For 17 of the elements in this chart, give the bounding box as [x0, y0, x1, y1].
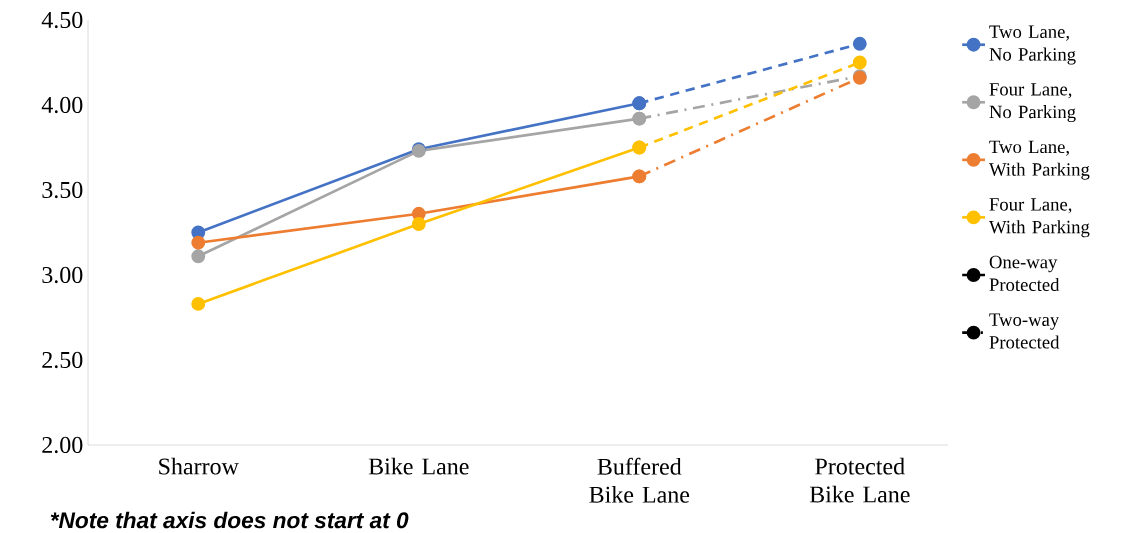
y-tick-label: 2.00	[42, 436, 83, 454]
legend-label: Four Lane, No Parking	[989, 83, 1076, 123]
y-tick-label: 4.00	[41, 96, 83, 114]
legend-label: One-way Protected	[989, 255, 1060, 292]
legend-label: Two Lane, With Parking	[988, 140, 1090, 180]
y-tick-label: 3.50	[42, 181, 83, 199]
x-tick-label: Protected Bike Lane	[809, 457, 910, 503]
y-tick-label: 3.00	[42, 266, 83, 284]
y-tick-label: 2.50	[42, 351, 83, 369]
text: *Note that axis does not start at 0	[50, 511, 409, 529]
legend-label: Two Lane, No Parking	[989, 25, 1076, 65]
y-tick-label: 4.50	[41, 11, 83, 29]
legend-label: Four Lane, With Parking	[988, 198, 1090, 238]
x-tick-label: Sharrow	[159, 457, 239, 475]
x-tick-label: Bike Lane	[368, 457, 469, 475]
legend-label: Two-way Protected	[989, 313, 1060, 349]
x-tick-label: Buffered Bike Lane	[589, 457, 690, 503]
